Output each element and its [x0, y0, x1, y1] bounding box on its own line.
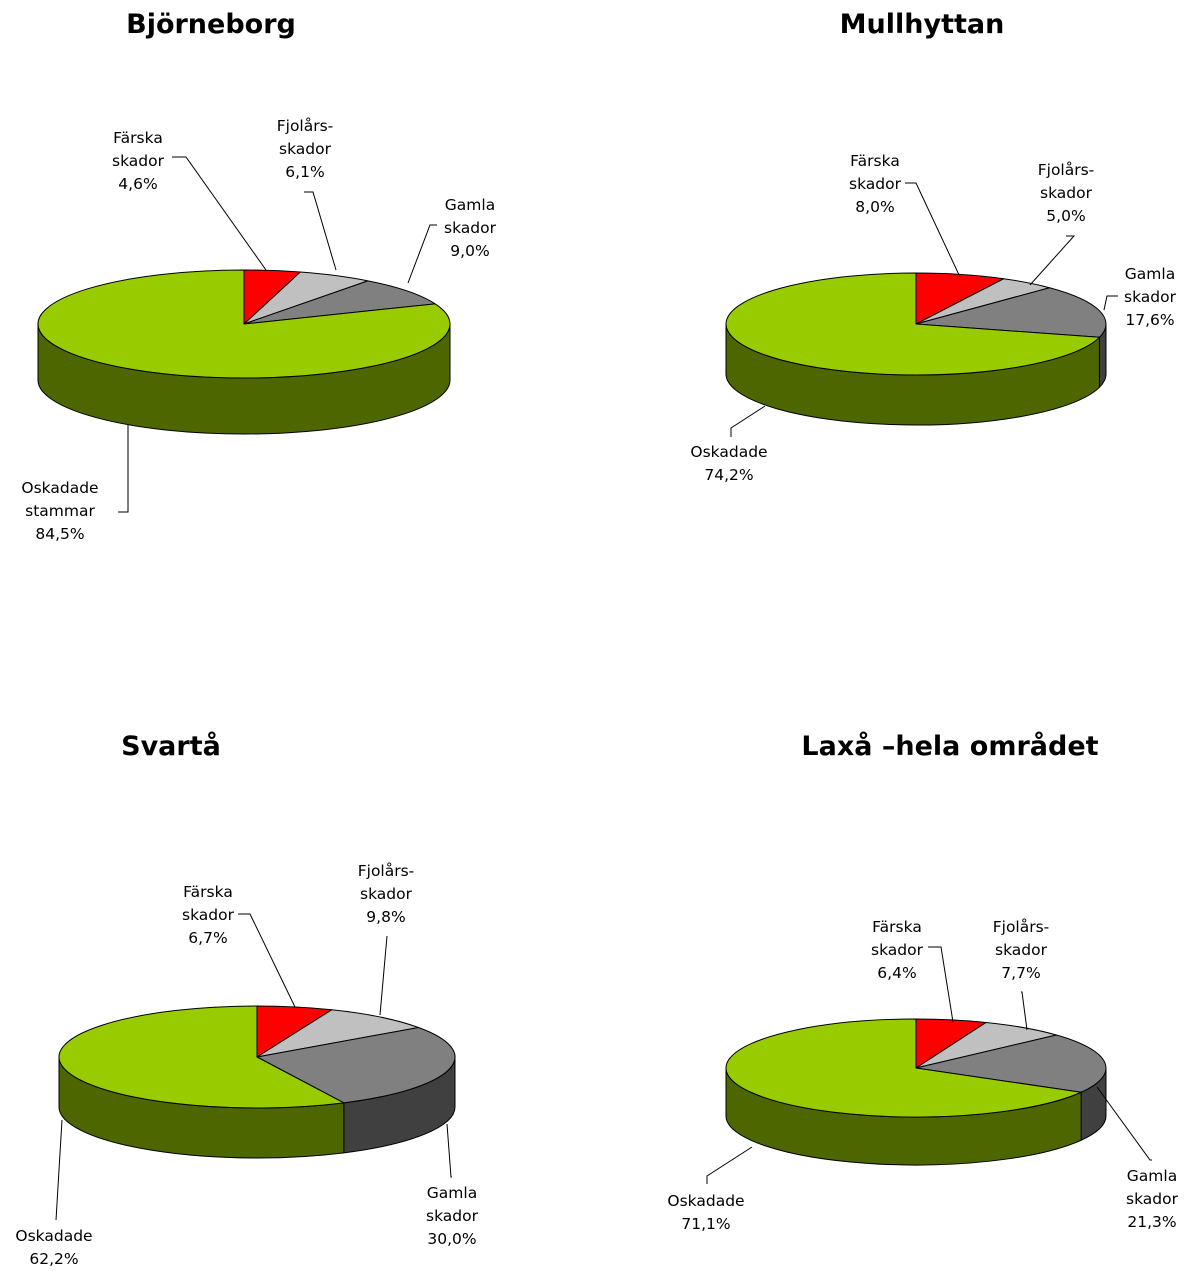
- pie-chart-svarta: Svartå Färska skador 6,7% Fjolårs-skador 9,8%…: [15, 730, 478, 1268]
- slice-value: 62,2%: [29, 1250, 78, 1268]
- data-label-gamla: Gamla skador 17,6%: [1124, 265, 1177, 329]
- pie-chart-bjorneborg: Björneborg Färska skador 4,6% Fjolårs-skador…: [21, 9, 496, 543]
- slice-label: Oskadade: [21, 479, 98, 497]
- slice-value: 6,4%: [877, 964, 916, 982]
- slice-label: Fjolårs-: [277, 117, 334, 135]
- pie-slice-oskadade: [58, 1005, 345, 1109]
- slice-label: Fjolårs-: [993, 918, 1050, 936]
- slice-value: 4,6%: [118, 175, 157, 193]
- pie-chart-laxa-hela-omradet: Laxå –hela området Färska skador 6,4% Fjolår…: [667, 730, 1178, 1233]
- slice-label: Fjolårs-: [1038, 161, 1095, 179]
- data-label-farska: Färska skador 8,0%: [849, 152, 902, 216]
- data-label-fjolars: Fjolårs-skador 5,0%: [1038, 161, 1095, 225]
- slice-label: skador: [1040, 184, 1093, 202]
- slice-label: stammar: [25, 502, 95, 520]
- slice-label: skador: [444, 219, 497, 237]
- pie-top: [37, 269, 451, 379]
- data-label-farska: Färska skador 6,7%: [182, 883, 235, 947]
- leader-line: [446, 1123, 452, 1178]
- slice-value: 21,3%: [1127, 1213, 1176, 1231]
- data-label-fjolars: Fjolårs-skador 6,1%: [277, 117, 334, 181]
- chart-title: Svartå: [121, 730, 221, 762]
- slice-value: 84,5%: [35, 525, 84, 543]
- slice-label: Färska: [113, 129, 163, 147]
- data-label-farska: Färska skador 6,4%: [871, 918, 924, 982]
- data-label-oskadade: Oskadade stammar 84,5%: [21, 479, 98, 543]
- slice-value: 8,0%: [855, 198, 894, 216]
- slice-value: 6,7%: [188, 929, 227, 947]
- slice-label: Färska: [872, 918, 922, 936]
- chart-title: Mullhyttan: [840, 9, 1005, 40]
- leader-line: [238, 913, 296, 1008]
- slice-label: Fjolårs-: [358, 862, 415, 880]
- pie-slice-gamla: [243, 280, 436, 325]
- data-label-fjolars: Fjolårs-skador 9,8%: [358, 862, 415, 926]
- leader-line: [1096, 1086, 1152, 1161]
- slice-value: 74,2%: [704, 466, 753, 484]
- leader-line: [1029, 235, 1076, 286]
- pie-top: [725, 1018, 1107, 1118]
- slice-label: Oskadade: [15, 1227, 92, 1245]
- slice-label: Färska: [183, 883, 233, 901]
- chart-title: Björneborg: [126, 9, 296, 40]
- slice-label: skador: [1126, 1190, 1179, 1208]
- data-label-oskadade: Oskadade 71,1%: [667, 1192, 744, 1233]
- pie-top: [725, 272, 1107, 376]
- leader-line: [304, 191, 337, 271]
- leader-line: [118, 425, 129, 513]
- slice-value: 5,0%: [1046, 207, 1085, 225]
- data-label-gamla: Gamla skador 21,3%: [1126, 1167, 1179, 1231]
- pie-slice-oskadade: [37, 269, 451, 379]
- leader-line: [706, 1146, 753, 1184]
- leader-line: [55, 1119, 63, 1221]
- data-label-oskadade: Oskadade 74,2%: [690, 443, 767, 484]
- slice-label: skador: [995, 941, 1048, 959]
- leader-line: [379, 935, 388, 1016]
- slice-label: skador: [112, 152, 165, 170]
- pie-slice-fjolars: [256, 1009, 419, 1058]
- leader-line: [407, 224, 437, 284]
- slice-label: skador: [182, 906, 235, 924]
- chart-title: Laxå –hela området: [801, 730, 1098, 762]
- slice-label: skador: [871, 941, 924, 959]
- pie-chart-mullhyttan: Mullhyttan Färska skador 8,0% Fjolårs-skador…: [690, 9, 1176, 484]
- pie-slice-gamla: [915, 1034, 1107, 1093]
- data-label-oskadade: Oskadade 62,2%: [15, 1227, 92, 1268]
- slice-label: skador: [426, 1207, 479, 1225]
- pie-slice-gamla: [915, 287, 1107, 338]
- data-label-farska: Färska skador 4,6%: [112, 129, 165, 193]
- slice-label: Gamla: [1125, 265, 1175, 283]
- leader-line: [1021, 991, 1028, 1031]
- data-label-fjolars: Fjolårs-skador 7,7%: [993, 918, 1050, 982]
- data-label-gamla: Gamla skador 30,0%: [426, 1184, 479, 1248]
- slice-value: 71,1%: [681, 1215, 730, 1233]
- pie-slice-oskadade: [725, 272, 1100, 376]
- slice-label: skador: [849, 175, 902, 193]
- leader-line: [905, 182, 961, 278]
- slice-label: Gamla: [1127, 1167, 1177, 1185]
- slice-value: 17,6%: [1125, 311, 1174, 329]
- pie-slice-gamla: [256, 1026, 456, 1104]
- slice-value: 7,7%: [1001, 964, 1040, 982]
- slice-label: Färska: [850, 152, 900, 170]
- leader-line: [172, 156, 267, 271]
- slice-label: Oskadade: [690, 443, 767, 461]
- leader-line: [730, 405, 766, 437]
- slice-value: 9,8%: [366, 908, 405, 926]
- slice-label: skador: [279, 140, 332, 158]
- slice-label: Oskadade: [667, 1192, 744, 1210]
- slice-label: skador: [360, 885, 413, 903]
- leader-line: [1103, 295, 1118, 311]
- slice-label: Gamla: [445, 196, 495, 214]
- slice-label: Gamla: [427, 1184, 477, 1202]
- pie-top: [58, 1005, 456, 1109]
- slice-value: 6,1%: [285, 163, 324, 181]
- pie-slice-oskadade: [725, 1018, 1082, 1118]
- leader-line: [928, 946, 954, 1023]
- slice-value: 30,0%: [427, 1230, 476, 1248]
- slice-label: skador: [1124, 288, 1177, 306]
- data-label-gamla: Gamla skador 9,0%: [444, 196, 497, 260]
- slice-value: 9,0%: [450, 242, 489, 260]
